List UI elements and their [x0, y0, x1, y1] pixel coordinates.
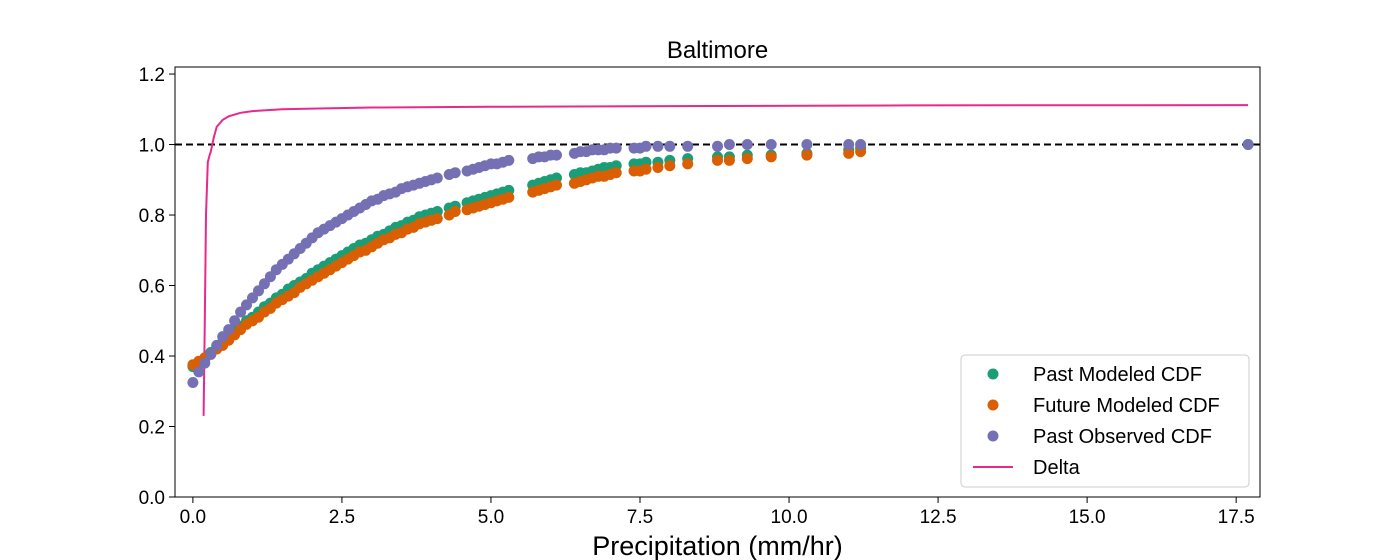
y-tick-label: 0.8: [139, 206, 165, 227]
y-tick-label: 0.2: [139, 418, 165, 439]
past-observed-cdf-point: [503, 154, 515, 166]
past-observed-cdf-point: [652, 140, 664, 152]
x-tick-label: 15.0: [1069, 507, 1106, 528]
future-modeled-cdf-point: [723, 154, 735, 166]
y-axis: 0.0 0.2 0.4 0.6 0.8 1.0 1.2: [139, 65, 175, 509]
past-observed-cdf-point: [640, 140, 652, 152]
chart-title: Baltimore: [667, 37, 768, 64]
future-modeled-cdf-point: [664, 160, 676, 172]
past-observed-cdf-point: [187, 377, 199, 388]
future-modeled-cdf-point: [765, 151, 777, 163]
delta-line-layer: [202, 104, 1249, 416]
past-observed-cdf-point: [610, 142, 622, 154]
past-observed-cdf-point: [682, 140, 694, 152]
x-tick-label: 10.0: [771, 507, 808, 528]
y-tick-label: 1.2: [139, 65, 165, 86]
past-observed-cdf-point: [1242, 139, 1254, 150]
past-observed-cdf-point: [712, 140, 723, 152]
y-tick-label: 0.6: [139, 277, 165, 298]
future-modeled-cdf-point: [640, 163, 652, 175]
legend-label-future-modeled-cdf: Future Modeled CDF: [1033, 395, 1220, 417]
past-observed-cdf-point: [229, 315, 241, 327]
future-modeled-cdf-point: [712, 154, 723, 166]
x-tick-label: 2.5: [329, 507, 355, 528]
delta-line: [202, 104, 1249, 416]
axes-frame: [174, 66, 1261, 498]
past-observed-cdf-point: [211, 339, 223, 351]
past-observed-cdf-point: [664, 140, 676, 152]
past-observed-cdf-point: [551, 149, 562, 161]
future-modeled-cdf-point: [503, 191, 515, 203]
future-modeled-cdf-point: [449, 206, 461, 217]
legend-marker-past-observed-cdf: [987, 430, 999, 442]
past-observed-cdf-point: [801, 139, 813, 150]
future-modeled-cdf-point: [801, 149, 813, 161]
future-modeled-cdf-point: [741, 153, 753, 165]
past-observed-cdf-point: [431, 172, 443, 184]
y-tick-label: 1.0: [139, 136, 165, 157]
legend-label-delta: Delta: [1033, 457, 1081, 479]
past-observed-cdf-point: [449, 167, 461, 179]
past-observed-cdf-point: [765, 139, 777, 150]
legend-box: [960, 354, 1250, 488]
past-observed-cdf-point: [723, 139, 735, 150]
future-modeled-cdf-point: [431, 213, 443, 225]
x-axis: 0.0 2.5 5.0 7.5 10.0 12.5 15.0 17.5: [180, 497, 1255, 528]
past-observed-cdf-point: [193, 366, 205, 378]
x-tick-label: 12.5: [920, 507, 957, 528]
scatter-points-layer: [187, 139, 1254, 388]
future-modeled-cdf-point: [682, 158, 694, 170]
x-axis-label: Precipitation (mm/hr): [592, 531, 843, 560]
future-modeled-cdf-point: [610, 167, 622, 179]
past-observed-cdf-point: [843, 139, 855, 150]
legend-marker-past-modeled-cdf: [987, 368, 999, 380]
future-modeled-cdf-point: [652, 162, 664, 173]
x-tick-label: 7.5: [627, 507, 653, 528]
future-modeled-cdf-point: [551, 179, 562, 191]
y-tick-label: 0.0: [139, 488, 165, 509]
x-tick-label: 0.0: [180, 507, 206, 528]
y-tick-label: 0.4: [139, 347, 166, 368]
past-observed-cdf-point: [855, 139, 867, 150]
legend-marker-future-modeled-cdf: [987, 399, 999, 411]
x-tick-label: 17.5: [1218, 507, 1255, 528]
past-observed-cdf-point: [205, 348, 217, 360]
legend: Past Modeled CDF Future Modeled CDF Past O…: [960, 354, 1250, 488]
past-observed-cdf-point: [223, 324, 235, 336]
past-observed-cdf-point: [199, 357, 211, 369]
legend-label-past-modeled-cdf: Past Modeled CDF: [1033, 364, 1202, 386]
past-observed-cdf-point: [741, 139, 753, 150]
future-modeled-cdf-point: [843, 147, 855, 159]
legend-label-past-observed-cdf: Past Observed CDF: [1033, 426, 1212, 448]
x-tick-label: 5.0: [478, 507, 504, 528]
